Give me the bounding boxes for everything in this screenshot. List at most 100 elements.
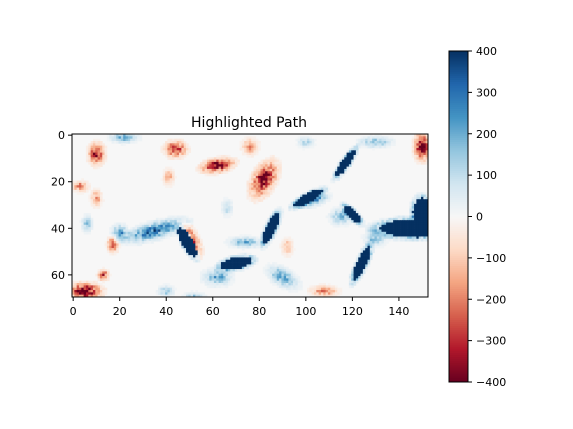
heatmap-cell: [265, 266, 268, 270]
heatmap-cell: [85, 185, 89, 188]
y-tick-label: 20: [51, 176, 65, 189]
heatmap-cell: [246, 252, 250, 256]
heatmap-cell: [92, 147, 96, 151]
heatmap-cell: [181, 294, 185, 298]
heatmap-cell: [92, 280, 96, 284]
heatmap-cell: [162, 227, 166, 230]
heatmap-cell: [239, 259, 243, 263]
heatmap-cell: [186, 152, 189, 156]
heatmap-cell: [274, 220, 278, 223]
colorbar-segment: [449, 299, 468, 302]
heatmap-cell: [367, 236, 371, 240]
heatmap-cell: [151, 220, 154, 223]
heatmap-cell: [386, 241, 389, 244]
heatmap-cell: [192, 252, 196, 256]
heatmap-cell: [244, 266, 247, 270]
heatmap-cell: [172, 154, 175, 158]
heatmap-cell: [172, 227, 175, 230]
heatmap-cell: [276, 217, 280, 221]
heatmap-cell: [293, 273, 296, 277]
heatmap-cell: [176, 145, 180, 149]
heatmap-cell: [351, 217, 354, 221]
heatmap-cell: [341, 220, 345, 223]
heatmap-cell: [127, 243, 131, 247]
heatmap-cell: [192, 250, 196, 254]
colorbar-segment: [449, 146, 468, 149]
heatmap-cell: [332, 222, 336, 226]
heatmap-cell: [227, 154, 231, 158]
heatmap-cell: [190, 241, 194, 244]
heatmap-cell: [172, 180, 175, 184]
heatmap-cell: [411, 147, 415, 151]
colorbar-segment: [449, 276, 468, 279]
heatmap-cell: [418, 231, 422, 235]
heatmap-cell: [85, 159, 89, 163]
heatmap-cell: [351, 269, 354, 272]
heatmap-cell: [376, 224, 380, 228]
heatmap-cell: [265, 241, 268, 244]
y-tick-label: 40: [51, 222, 65, 235]
heatmap-cell: [283, 245, 287, 249]
colorbar-segment: [449, 251, 468, 255]
heatmap-cell: [313, 285, 317, 289]
heatmap-cell: [169, 180, 173, 184]
heatmap-cell: [218, 276, 222, 279]
colorbar-segment: [449, 237, 468, 240]
heatmap-cell: [302, 147, 306, 151]
colorbar-segment: [449, 257, 468, 261]
heatmap-cell: [262, 185, 266, 188]
heatmap-cell: [311, 140, 315, 144]
heatmap-cell: [337, 220, 340, 223]
heatmap-cell: [120, 143, 124, 146]
heatmap-cell: [334, 217, 338, 221]
heatmap-cell: [348, 157, 352, 160]
heatmap-cell: [144, 229, 147, 233]
heatmap-cell: [227, 266, 231, 270]
heatmap-cell: [83, 280, 87, 284]
heatmap-cell: [267, 231, 271, 235]
heatmap-cell: [414, 154, 417, 158]
heatmap-cell: [388, 143, 392, 146]
heatmap-cell: [118, 136, 122, 140]
heatmap-cell: [227, 273, 231, 277]
heatmap-cell: [388, 217, 392, 221]
heatmap-cell: [267, 266, 271, 270]
heatmap-cell: [367, 145, 371, 149]
heatmap-cell: [223, 266, 226, 270]
heatmap-cell: [381, 138, 385, 142]
heatmap-cell: [327, 213, 331, 216]
heatmap-cell: [269, 173, 273, 177]
heatmap-cell: [262, 269, 266, 272]
heatmap-cell: [374, 243, 378, 247]
heatmap-cell: [262, 224, 266, 228]
heatmap-cell: [423, 238, 427, 242]
heatmap-cell: [167, 292, 171, 296]
heatmap-cell: [225, 154, 229, 158]
heatmap-cell: [111, 224, 115, 228]
heatmap-cell: [274, 180, 278, 184]
heatmap-cell: [88, 231, 91, 235]
heatmap-cell: [323, 287, 326, 291]
heatmap-cell: [223, 215, 226, 219]
heatmap-cell: [223, 168, 226, 172]
heatmap-cell: [423, 201, 427, 205]
heatmap-cell: [209, 285, 212, 289]
heatmap-cell: [311, 194, 315, 198]
heatmap-cell: [355, 145, 359, 149]
heatmap-cell: [188, 231, 192, 235]
colorbar-segment: [449, 278, 468, 282]
heatmap-cell: [209, 173, 212, 177]
heatmap-cell: [88, 294, 91, 298]
heatmap-cell: [260, 234, 264, 237]
heatmap-cell: [267, 229, 271, 233]
heatmap-cell: [421, 147, 424, 151]
heatmap-cell: [81, 224, 84, 228]
heatmap-cell: [421, 192, 424, 195]
heatmap-cell: [213, 159, 217, 163]
heatmap-cell: [269, 171, 273, 174]
heatmap-cell: [92, 143, 96, 146]
heatmap-cell: [313, 189, 317, 193]
heatmap-cell: [383, 243, 387, 247]
heatmap-cell: [423, 140, 427, 144]
heatmap-cell: [225, 264, 229, 268]
